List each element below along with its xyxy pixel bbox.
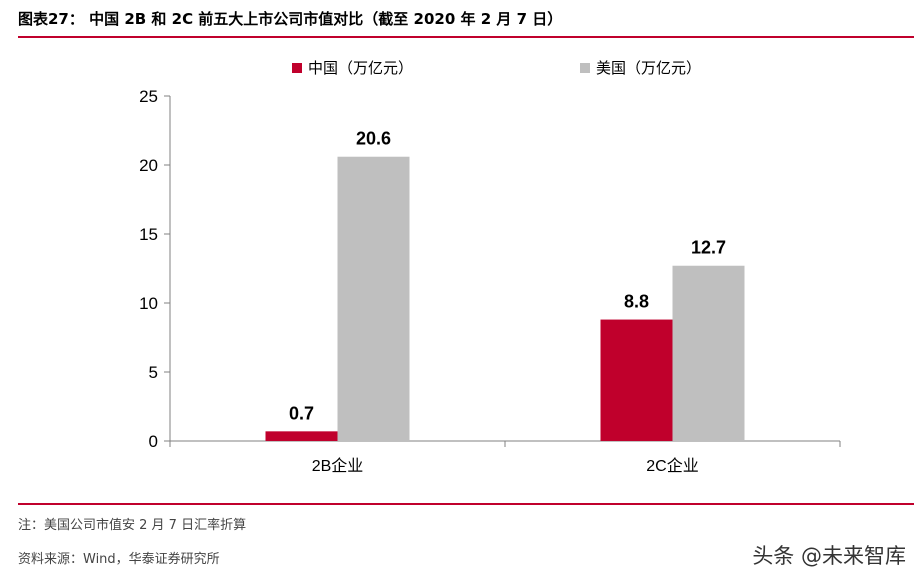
data-labels: 0.7 20.6 8.8 12.7 <box>289 129 726 424</box>
legend-swatch-1 <box>580 63 590 73</box>
chart-title: 图表27： 中国 2B 和 2C 前五大上市公司市值对比（截至 2020 年 2… <box>18 10 563 28</box>
bar-1-1 <box>672 265 745 441</box>
legend-label-0: 中国（万亿元） <box>308 60 413 77</box>
x-tick-label-0: 2B企业 <box>312 457 364 475</box>
legend-label-1: 美国（万亿元） <box>596 60 701 77</box>
data-label-1-0: 8.8 <box>624 292 649 312</box>
bar-chart: 中国（万亿元） 美国（万亿元） 0 5 10 15 20 25 2B企业 2C企业 0.7 20… <box>139 60 841 475</box>
y-tick-label-3: 15 <box>139 225 158 244</box>
legend: 中国（万亿元） 美国（万亿元） <box>292 60 701 77</box>
bar-0-0 <box>265 431 338 441</box>
watermark: 头条 @未来智库 <box>752 544 906 568</box>
source-text: 资料来源：Wind，华泰证券研究所 <box>18 552 220 567</box>
x-tick-label-1: 2C企业 <box>646 457 698 475</box>
data-label-0-0: 0.7 <box>289 403 314 423</box>
footnote: 注：美国公司市值安 2 月 7 日汇率折算 <box>18 518 247 533</box>
y-tick-label-5: 25 <box>139 87 158 106</box>
bars <box>265 156 745 441</box>
y-tick-label-0: 0 <box>149 432 158 451</box>
y-axis: 0 5 10 15 20 25 <box>139 87 171 451</box>
footer-divider <box>18 503 914 505</box>
y-tick-label-2: 10 <box>139 294 158 313</box>
data-label-1-1: 12.7 <box>691 238 726 258</box>
title-divider <box>18 36 914 38</box>
y-tick-label-1: 5 <box>149 363 158 382</box>
legend-swatch-0 <box>292 63 302 73</box>
bar-1-0 <box>600 319 673 441</box>
x-axis: 2B企业 2C企业 <box>169 440 841 475</box>
y-tick-label-4: 20 <box>139 156 158 175</box>
bar-0-1 <box>337 156 410 441</box>
data-label-0-1: 20.6 <box>356 129 391 149</box>
